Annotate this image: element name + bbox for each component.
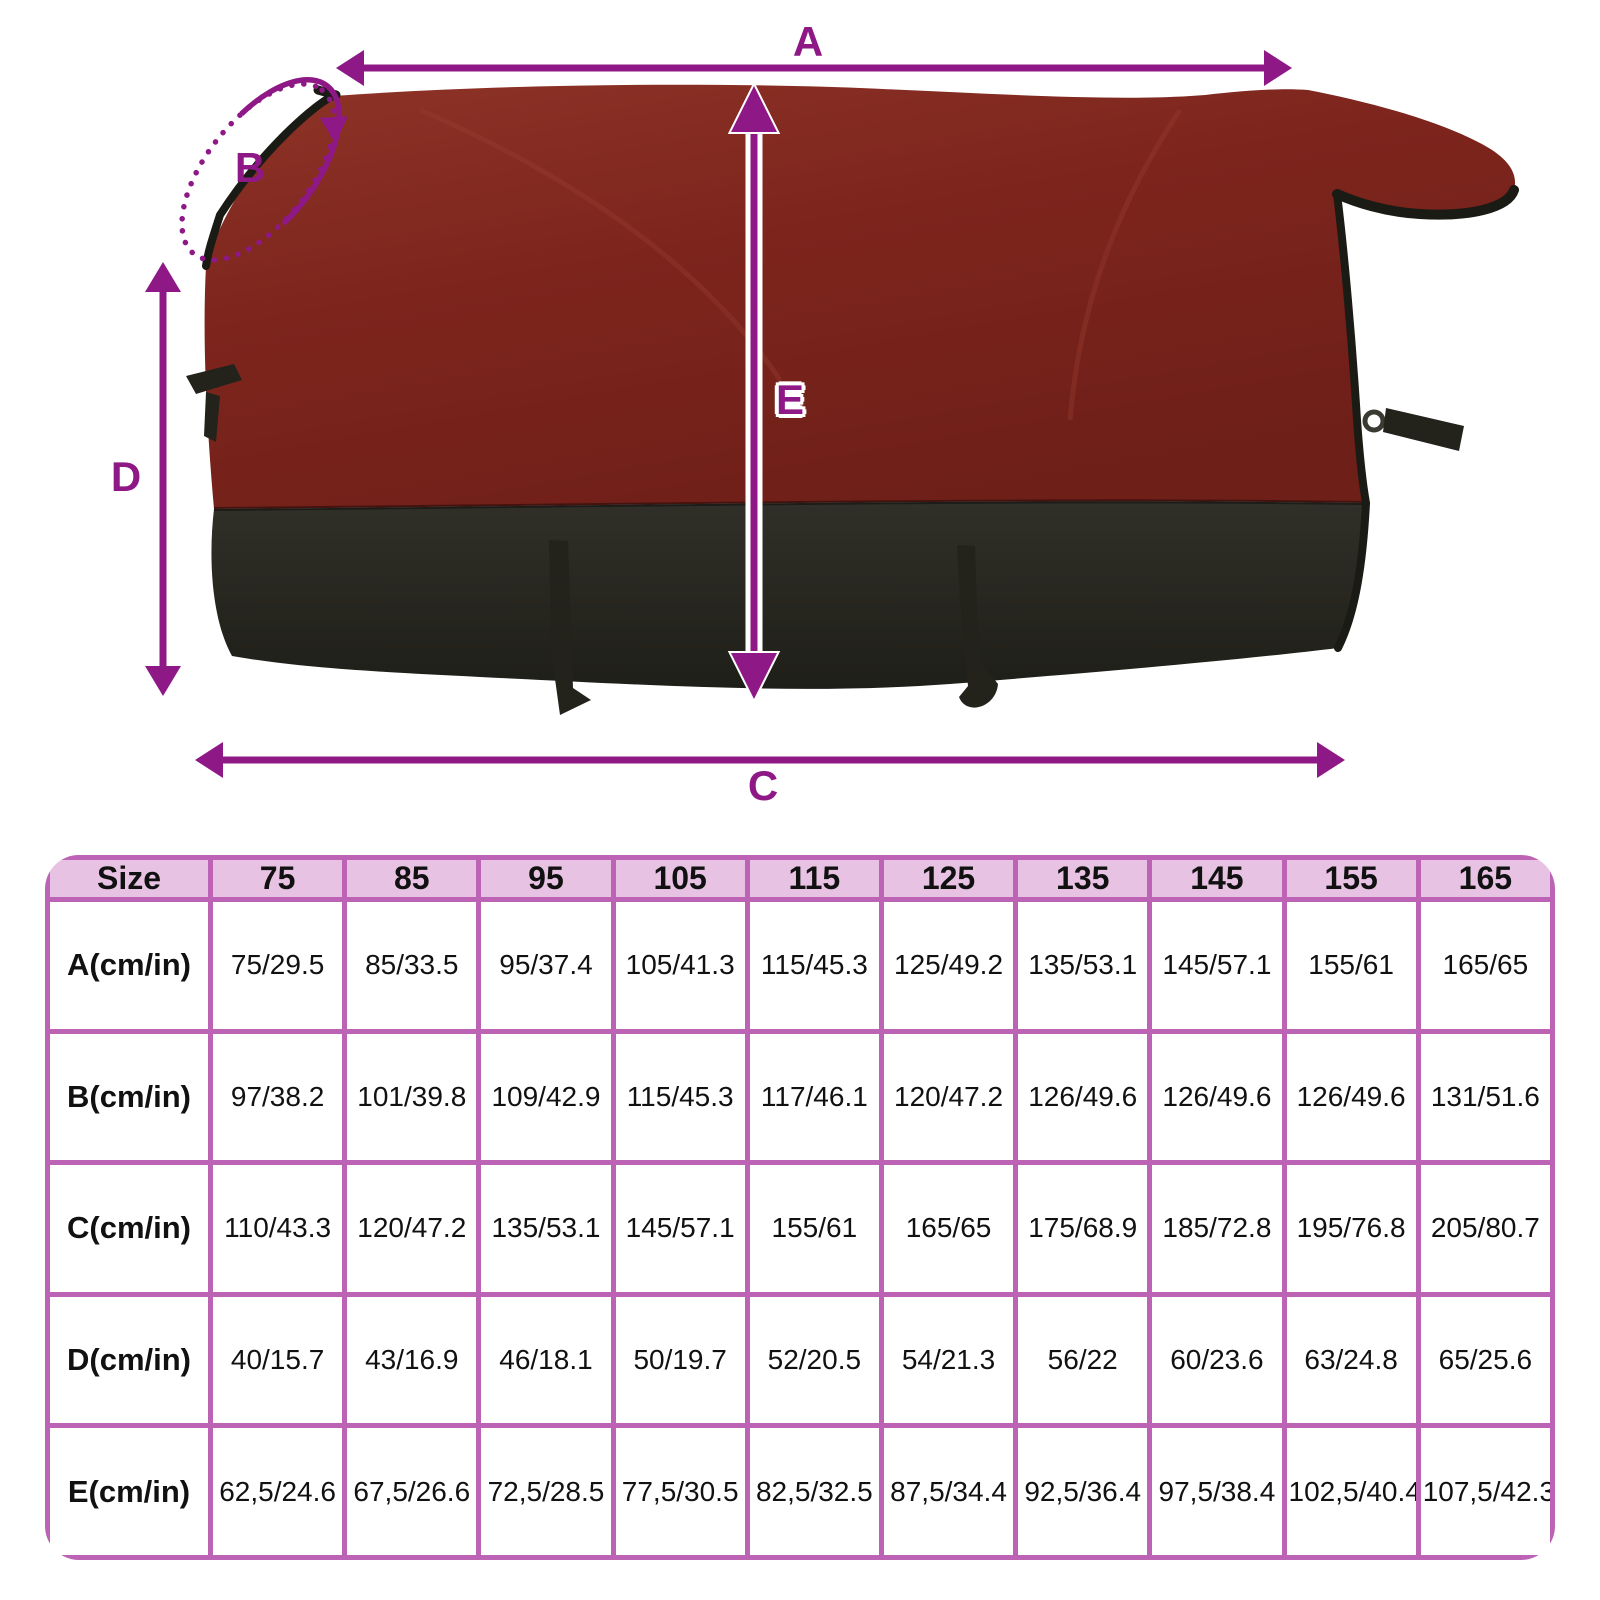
horse-blanket-illustration bbox=[145, 50, 1519, 778]
size-column-header: 145 bbox=[1147, 855, 1287, 902]
table-row-e: E(cm/in) 62,5/24.6 67,5/26.6 72,5/28.5 7… bbox=[45, 1423, 1555, 1560]
size-value-cell: 82,5/32.5 bbox=[744, 1423, 884, 1560]
size-column-header: 135 bbox=[1013, 855, 1153, 902]
size-value-cell: 75/29.5 bbox=[207, 897, 348, 1034]
size-value-cell: 105/41.3 bbox=[610, 897, 750, 1034]
dimension-label-a: A bbox=[792, 18, 824, 65]
size-column-header: 115 bbox=[744, 855, 884, 902]
size-value-cell: 155/61 bbox=[744, 1160, 884, 1297]
size-value-cell: 67,5/26.6 bbox=[342, 1423, 482, 1560]
size-value-cell: 97,5/38.4 bbox=[1147, 1423, 1287, 1560]
arrow-c bbox=[195, 742, 1345, 778]
size-column-header: 105 bbox=[610, 855, 750, 902]
d-ring bbox=[1362, 409, 1386, 433]
size-value-cell: 101/39.8 bbox=[342, 1028, 482, 1166]
right-clip-strap bbox=[1383, 408, 1464, 451]
size-value-cell: 97/38.2 bbox=[207, 1028, 348, 1166]
left-strap-tail bbox=[204, 392, 220, 442]
arrow-a bbox=[336, 50, 1292, 86]
dimension-row-label: D(cm/in) bbox=[45, 1291, 213, 1429]
size-value-cell: 60/23.6 bbox=[1147, 1291, 1287, 1429]
dimension-label-e: E bbox=[775, 376, 805, 423]
size-column-header: 125 bbox=[878, 855, 1019, 902]
size-value-cell: 125/49.2 bbox=[878, 897, 1019, 1034]
blanket-measurement-diagram: A B C D E bbox=[110, 18, 1519, 809]
size-value-cell: 205/80.7 bbox=[1415, 1160, 1555, 1297]
dimension-row-label: A(cm/in) bbox=[45, 897, 213, 1034]
size-value-cell: 92,5/36.4 bbox=[1013, 1423, 1153, 1560]
size-value-cell: 145/57.1 bbox=[1147, 897, 1287, 1034]
size-value-cell: 95/37.4 bbox=[476, 897, 616, 1034]
size-value-cell: 85/33.5 bbox=[342, 897, 482, 1034]
size-table: Size 75 85 95 105 115 125 135 145 155 16… bbox=[45, 855, 1555, 1560]
dimension-label-b: B bbox=[234, 144, 266, 191]
size-value-cell: 120/47.2 bbox=[342, 1160, 482, 1297]
size-value-cell: 165/65 bbox=[878, 1160, 1019, 1297]
size-value-cell: 185/72.8 bbox=[1147, 1160, 1287, 1297]
hanging-strap-1 bbox=[549, 540, 591, 715]
table-row-b: B(cm/in) 97/38.2 101/39.8 109/42.9 115/4… bbox=[45, 1028, 1555, 1166]
left-strap bbox=[186, 364, 242, 394]
size-value-cell: 65/25.6 bbox=[1415, 1291, 1555, 1429]
size-value-cell: 131/51.6 bbox=[1415, 1028, 1555, 1166]
straps bbox=[186, 364, 1464, 715]
size-column-header: 85 bbox=[342, 855, 482, 902]
size-value-cell: 126/49.6 bbox=[1013, 1028, 1153, 1166]
table-row-c: C(cm/in) 110/43.3 120/47.2 135/53.1 145/… bbox=[45, 1160, 1555, 1297]
size-value-cell: 135/53.1 bbox=[476, 1160, 616, 1297]
dimension-row-label: C(cm/in) bbox=[45, 1160, 213, 1297]
size-value-cell: 175/68.9 bbox=[1013, 1160, 1153, 1297]
size-value-cell: 155/61 bbox=[1281, 897, 1421, 1034]
table-row-d: D(cm/in) 40/15.7 43/16.9 46/18.1 50/19.7… bbox=[45, 1291, 1555, 1429]
size-value-cell: 72,5/28.5 bbox=[476, 1423, 616, 1560]
arrow-e bbox=[727, 81, 781, 704]
dimension-label-d: D bbox=[110, 453, 142, 500]
size-value-cell: 107,5/42.3 bbox=[1415, 1423, 1555, 1560]
size-value-cell: 50/19.7 bbox=[610, 1291, 750, 1429]
size-value-cell: 43/16.9 bbox=[342, 1291, 482, 1429]
size-value-cell: 135/53.1 bbox=[1013, 897, 1153, 1034]
size-value-cell: 126/49.6 bbox=[1281, 1028, 1421, 1166]
size-value-cell: 56/22 bbox=[1013, 1291, 1153, 1429]
size-value-cell: 77,5/30.5 bbox=[610, 1423, 750, 1560]
arrow-d bbox=[145, 262, 181, 696]
hanging-strap-2 bbox=[957, 545, 998, 708]
size-value-cell: 195/76.8 bbox=[1281, 1160, 1421, 1297]
size-value-cell: 115/45.3 bbox=[610, 1028, 750, 1166]
blanket-dark-skirt bbox=[211, 499, 1367, 689]
size-column-header: 165 bbox=[1415, 855, 1555, 902]
blanket-red-body bbox=[204, 84, 1516, 509]
size-header-row: Size 75 85 95 105 115 125 135 145 155 16… bbox=[45, 855, 1555, 902]
size-value-cell: 120/47.2 bbox=[878, 1028, 1019, 1166]
size-column-header: 75 bbox=[207, 855, 348, 902]
dimension-row-label: B(cm/in) bbox=[45, 1028, 213, 1166]
size-value-cell: 126/49.6 bbox=[1147, 1028, 1287, 1166]
size-value-cell: 110/43.3 bbox=[207, 1160, 348, 1297]
size-value-cell: 145/57.1 bbox=[610, 1160, 750, 1297]
size-table-container: Size 75 85 95 105 115 125 135 145 155 16… bbox=[45, 855, 1555, 1560]
table-row-a: A(cm/in) 75/29.5 85/33.5 95/37.4 105/41.… bbox=[45, 897, 1555, 1034]
size-column-header: 95 bbox=[476, 855, 616, 902]
size-value-cell: 40/15.7 bbox=[207, 1291, 348, 1429]
size-column-header: 155 bbox=[1281, 855, 1421, 902]
dimension-row-label: E(cm/in) bbox=[45, 1423, 213, 1560]
size-value-cell: 87,5/34.4 bbox=[878, 1423, 1019, 1560]
dimension-arrows bbox=[145, 50, 1345, 778]
size-value-cell: 54/21.3 bbox=[878, 1291, 1019, 1429]
arrow-b bbox=[179, 77, 348, 263]
size-value-cell: 63/24.8 bbox=[1281, 1291, 1421, 1429]
seam-line bbox=[213, 499, 1367, 511]
size-value-cell: 165/65 bbox=[1415, 897, 1555, 1034]
size-value-cell: 109/42.9 bbox=[476, 1028, 616, 1166]
size-value-cell: 115/45.3 bbox=[744, 897, 884, 1034]
size-value-cell: 52/20.5 bbox=[744, 1291, 884, 1429]
dimension-label-c: C bbox=[747, 762, 779, 809]
size-header-cell: Size bbox=[45, 855, 213, 902]
size-value-cell: 62,5/24.6 bbox=[207, 1423, 348, 1560]
size-value-cell: 46/18.1 bbox=[476, 1291, 616, 1429]
size-value-cell: 102,5/40.4 bbox=[1281, 1423, 1421, 1560]
size-value-cell: 117/46.1 bbox=[744, 1028, 884, 1166]
